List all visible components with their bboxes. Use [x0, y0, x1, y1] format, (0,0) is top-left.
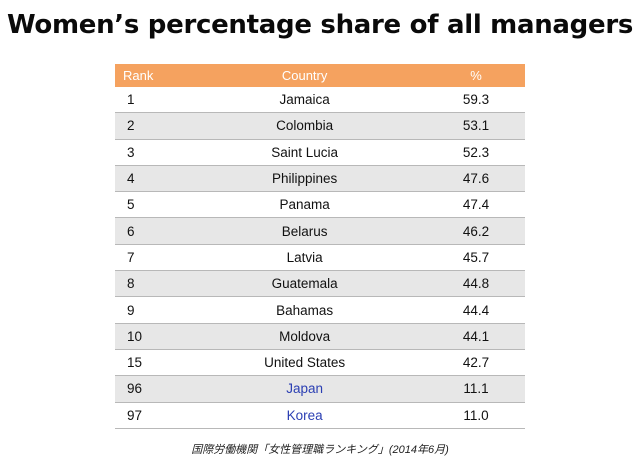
table-row: 96 Japan 11.1 [115, 375, 525, 403]
table-header-row: Rank Country % [115, 64, 525, 87]
country-cell: Philippines [182, 165, 428, 193]
rank-cell: 10 [115, 323, 183, 350]
table-row: 10 Moldova 44.1 [115, 323, 525, 350]
country-cell: Belarus [182, 217, 428, 245]
country-cell: Bahamas [182, 296, 428, 324]
table-row: 4 Philippines 47.6 [115, 165, 525, 193]
percent-cell: 47.4 [427, 191, 525, 219]
table-row: 3 Saint Lucia 52.3 [115, 139, 525, 166]
country-cell: Moldova [182, 323, 428, 350]
column-header-percent: % [427, 64, 525, 87]
country-cell: Latvia [182, 244, 428, 272]
percent-cell: 47.6 [427, 165, 525, 193]
rank-cell: 8 [115, 270, 183, 298]
ranking-table: Rank Country % 1 Jamaica 59.3 2 Colombia 53.1… [115, 64, 525, 429]
rank-cell: 96 [115, 375, 183, 403]
rank-cell: 15 [115, 349, 183, 377]
column-header-country: Country [182, 64, 428, 87]
rank-cell: 1 [115, 87, 183, 114]
percent-cell: 44.1 [427, 323, 525, 350]
rank-cell: 97 [115, 402, 183, 429]
table-row: 15 United States 42.7 [115, 349, 525, 377]
country-cell: Japan [182, 375, 428, 403]
rank-cell: 2 [115, 112, 183, 140]
column-header-rank: Rank [115, 64, 183, 87]
rank-cell: 5 [115, 191, 183, 219]
percent-cell: 46.2 [427, 217, 525, 245]
table-row: 8 Guatemala 44.8 [115, 270, 525, 298]
rank-cell: 7 [115, 244, 183, 272]
source-note: 国際労働機関「女性管理職ランキング」(2014年6月) [191, 444, 449, 456]
table-row: 1 Jamaica 59.3 [115, 87, 525, 114]
table-row: 7 Latvia 45.7 [115, 244, 525, 272]
rank-cell: 9 [115, 296, 183, 324]
table-row: 97 Korea 11.0 [115, 402, 525, 429]
percent-cell: 44.8 [427, 270, 525, 298]
percent-cell: 44.4 [427, 296, 525, 324]
table-row: 2 Colombia 53.1 [115, 112, 525, 140]
table-row: 6 Belarus 46.2 [115, 217, 525, 245]
percent-cell: 11.1 [427, 375, 525, 403]
rank-cell: 3 [115, 139, 183, 166]
rank-cell: 4 [115, 165, 183, 193]
country-cell: Saint Lucia [182, 139, 428, 166]
country-cell: Panama [182, 191, 428, 219]
table-body: 1 Jamaica 59.3 2 Colombia 53.1 3 Saint Lucia 52.… [115, 87, 525, 429]
rank-cell: 6 [115, 217, 183, 245]
table-row: 5 Panama 47.4 [115, 191, 525, 219]
percent-cell: 11.0 [427, 402, 525, 429]
percent-cell: 45.7 [427, 244, 525, 272]
country-cell: United States [182, 349, 428, 377]
chart-title: Women’s percentage share of all managers [6, 10, 634, 40]
country-cell: Colombia [182, 112, 428, 140]
percent-cell: 53.1 [427, 112, 525, 140]
percent-cell: 52.3 [427, 139, 525, 166]
country-cell: Korea [182, 402, 428, 429]
country-cell: Guatemala [182, 270, 428, 298]
country-cell: Jamaica [182, 87, 428, 114]
percent-cell: 42.7 [427, 349, 525, 377]
percent-cell: 59.3 [427, 87, 525, 114]
table-row: 9 Bahamas 44.4 [115, 296, 525, 324]
